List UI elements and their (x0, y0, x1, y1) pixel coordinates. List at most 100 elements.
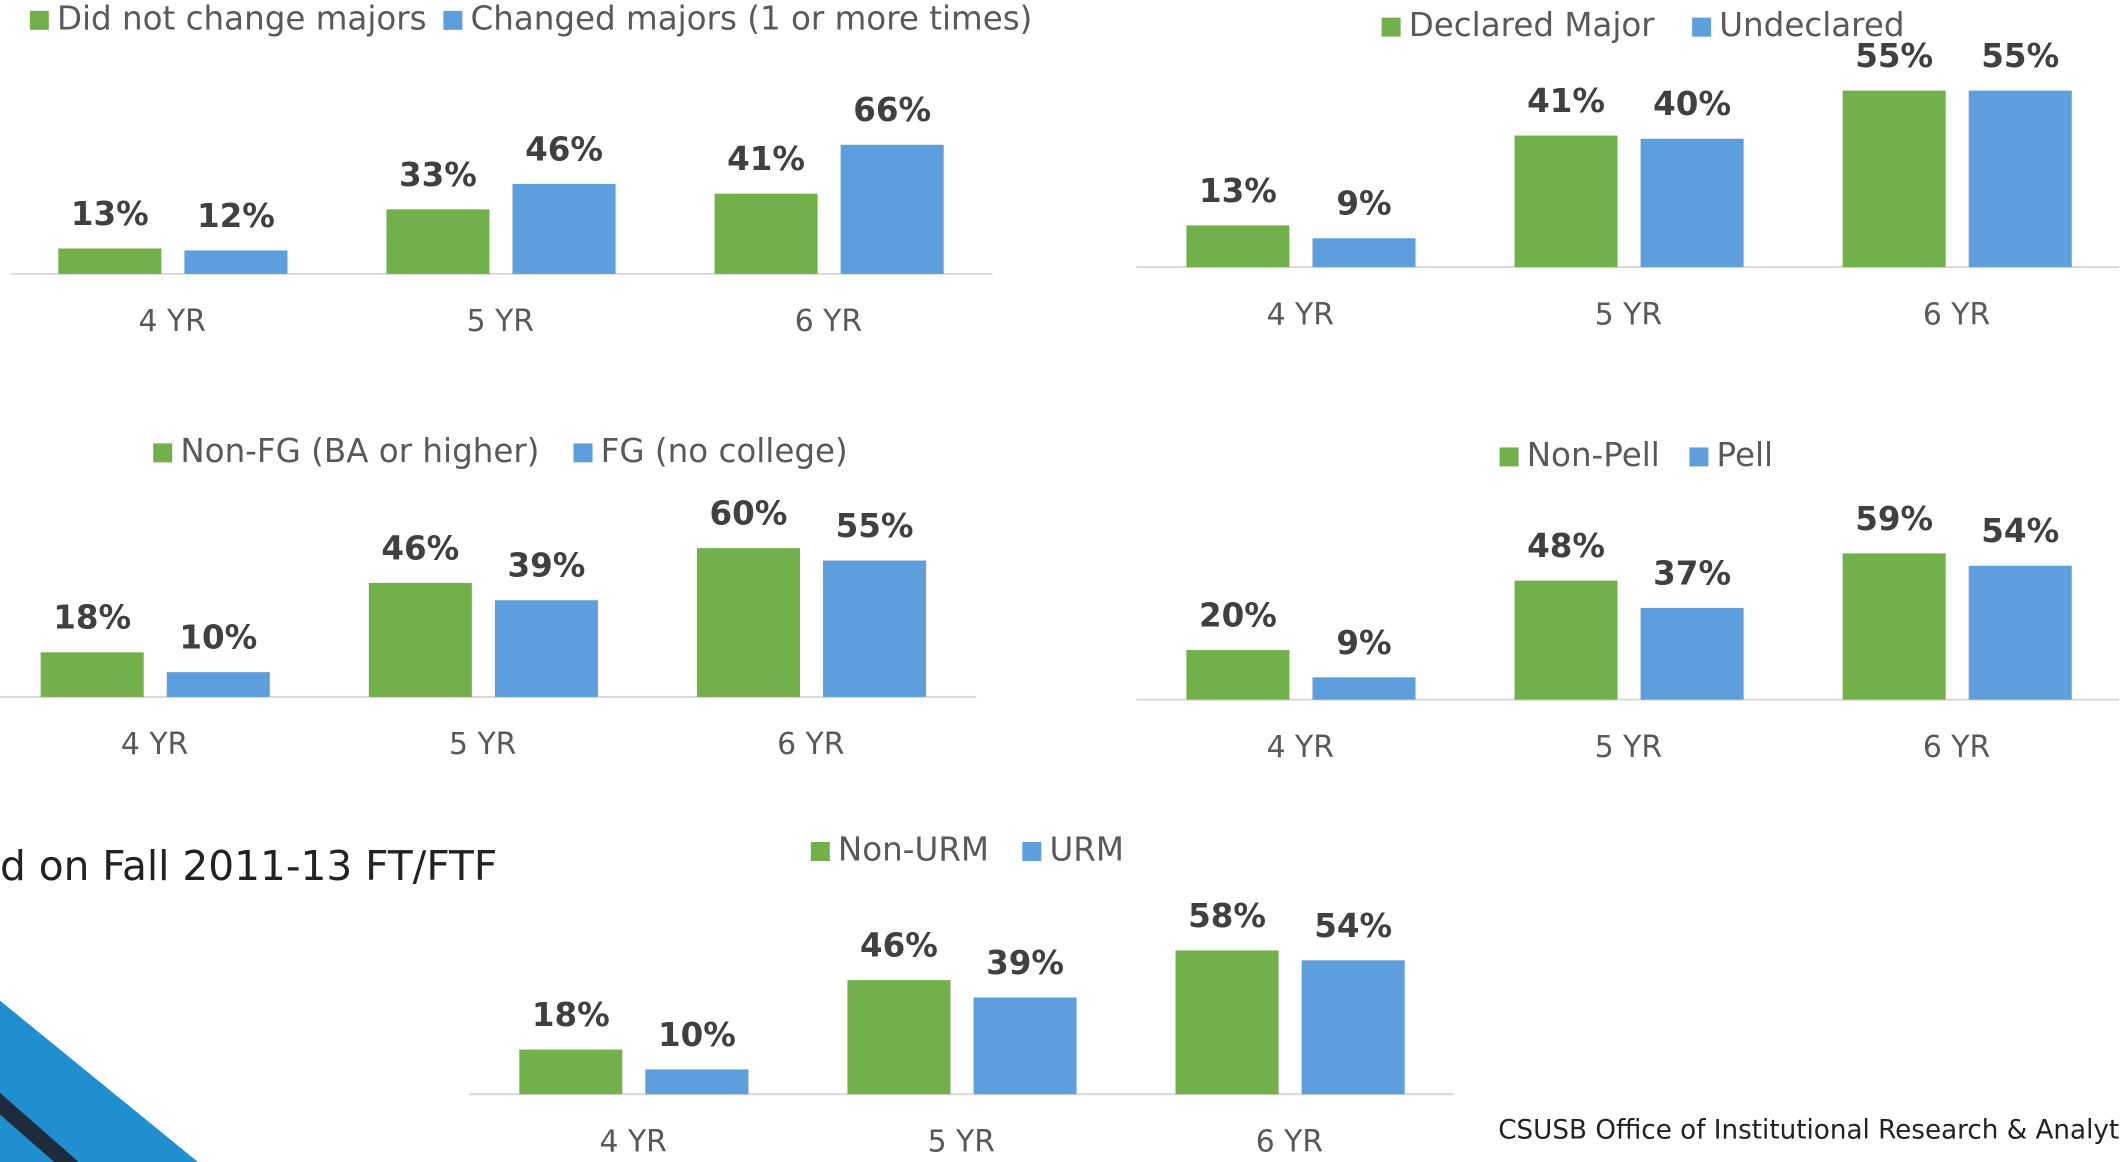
bar (714, 193, 818, 274)
data-label: 60% (710, 495, 788, 533)
data-label: 58% (1188, 897, 1266, 935)
bar (184, 250, 288, 274)
bar (166, 672, 270, 697)
data-label: 13% (1199, 172, 1277, 210)
legend-label: Did not change majors (57, 0, 427, 37)
data-label: 9% (1336, 185, 1391, 223)
data-label: 9% (1336, 624, 1391, 662)
chart: 4 YR 5 YR 6 YR Non-URM 18% 46% 58% URM 10% 39% 54% (469, 830, 1454, 1160)
data-label: 37% (1653, 554, 1731, 592)
x-tick-label: 5 YR (1595, 730, 1662, 765)
bar (58, 248, 162, 274)
x-tick-label: 4 YR (1267, 730, 1334, 765)
legend-swatch (153, 443, 173, 463)
legend-swatch (1499, 447, 1519, 467)
data-label: 40% (1653, 85, 1731, 123)
chart: 4 YR 5 YR 6 YR Non-Pell 20% 48% 59% Pell 9% 37% 54… (1136, 436, 2120, 765)
bar (368, 582, 472, 697)
x-tick-label: 4 YR (139, 304, 206, 339)
legend-swatch (443, 10, 463, 30)
data-label: 39% (986, 944, 1064, 982)
data-label: 12% (197, 197, 275, 235)
bar (823, 560, 927, 697)
data-label: 18% (532, 996, 610, 1034)
bar (696, 548, 800, 697)
bar (1175, 950, 1279, 1095)
bar (512, 183, 616, 274)
bar (519, 1049, 623, 1095)
legend-label: FG (no college) (601, 432, 848, 470)
legend-swatch (1022, 842, 1042, 861)
bar (1186, 225, 1290, 268)
data-label: 54% (1981, 512, 2059, 550)
legend-label: Pell (1717, 436, 1774, 474)
data-label: 55% (1855, 37, 1933, 75)
legend-label: Changed majors (1 or more times) (470, 0, 1032, 37)
data-label: 55% (836, 507, 914, 545)
data-label: 10% (658, 1016, 736, 1054)
x-tick-label: 4 YR (121, 727, 188, 762)
bar (1968, 565, 2072, 700)
data-label: 39% (507, 547, 585, 585)
legend-label: Declared Major (1409, 6, 1656, 44)
x-tick-label: 6 YR (1923, 297, 1990, 332)
bar (1301, 960, 1405, 1095)
data-label: 10% (179, 619, 257, 657)
bar (1842, 90, 1946, 268)
chart: 4 YR 5 YR 6 YR Non-FG (BA or higher) 18% 46% 6… (0, 432, 977, 762)
data-label: 46% (381, 529, 459, 567)
legend-swatch (1381, 17, 1401, 37)
x-tick-label: 5 YR (928, 1125, 995, 1160)
bar (847, 980, 951, 1095)
bar (40, 652, 144, 697)
x-tick-label: 5 YR (467, 304, 534, 339)
x-tick-label: 5 YR (1595, 297, 1662, 332)
legend-swatch (810, 842, 830, 861)
data-label: 66% (853, 91, 931, 129)
data-label: 20% (1199, 597, 1277, 635)
chart: 4 YR 5 YR 6 YR Did not change majors 13% 33% 4… (10, 0, 1032, 339)
bar (494, 600, 598, 697)
bar (840, 144, 944, 274)
bar (1640, 138, 1744, 268)
subtitle: d on Fall 2011-13 FT/FTF (0, 842, 497, 890)
legend-label: Undeclared (1719, 6, 1904, 44)
legend-label: URM (1049, 830, 1123, 868)
credit: CSUSB Office of Institutional Research &… (1498, 1114, 2119, 1145)
bar (973, 997, 1077, 1095)
bar (1312, 677, 1416, 700)
data-label: 41% (727, 140, 805, 178)
x-tick-label: 5 YR (449, 727, 516, 762)
bar (645, 1069, 749, 1095)
x-tick-label: 4 YR (600, 1125, 667, 1160)
data-label: 54% (1314, 907, 1392, 945)
data-label: 33% (399, 156, 477, 194)
data-label: 59% (1855, 500, 1933, 538)
data-label: 41% (1527, 82, 1605, 120)
legend-swatch (573, 443, 593, 463)
data-label: 55% (1981, 37, 2059, 75)
bar (1842, 553, 1946, 700)
bar (1514, 135, 1618, 268)
bar (1312, 238, 1416, 268)
bar (1514, 580, 1618, 700)
legend-label: Non-URM (838, 830, 989, 868)
legend-swatch (1689, 447, 1709, 467)
legend-label: Non-FG (BA or higher) (180, 432, 539, 470)
x-tick-label: 6 YR (1256, 1125, 1323, 1160)
data-label: 46% (860, 927, 938, 965)
legend-swatch (1692, 17, 1712, 37)
legend-label: Non-Pell (1527, 436, 1660, 474)
legend-swatch (29, 10, 49, 30)
data-label: 13% (71, 195, 149, 233)
data-label: 46% (525, 130, 603, 168)
x-tick-label: 4 YR (1267, 297, 1334, 332)
x-tick-label: 6 YR (777, 727, 844, 762)
x-tick-label: 6 YR (1923, 730, 1990, 765)
bar (1968, 90, 2072, 268)
decor-stripe (0, 1092, 79, 1162)
data-label: 48% (1527, 527, 1605, 565)
